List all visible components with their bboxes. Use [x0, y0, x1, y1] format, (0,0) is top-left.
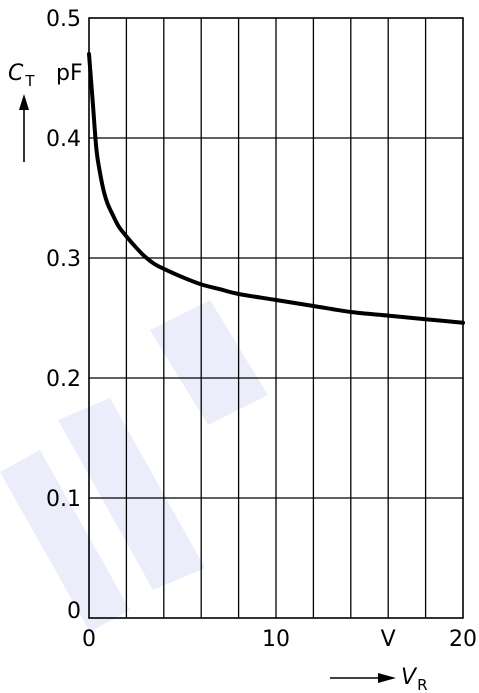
watermark: [0, 300, 268, 632]
x-axis-arrow-head: [378, 673, 396, 683]
capacitance-curve: [87, 52, 465, 325]
vertical-gridlines: [125, 18, 427, 618]
svg-text:CT: CT: [8, 61, 35, 90]
y-axis-unit: pF: [56, 61, 83, 86]
y-tick-label: 0.1: [46, 487, 81, 512]
y-tick-label: 0.4: [46, 127, 81, 152]
x-axis-subscript: R: [417, 676, 427, 693]
y-tick-label: 0.3: [46, 247, 81, 272]
x-axis-label: VR: [330, 665, 428, 693]
x-tick-label: 10: [262, 627, 290, 652]
y-axis-subscript: T: [24, 72, 35, 90]
x-axis-symbol: V: [401, 665, 418, 690]
y-axis-symbol: C: [8, 61, 24, 86]
x-tick-label: 0: [82, 627, 96, 652]
y-tick-label: 0: [67, 599, 81, 624]
plot-frame: [88, 17, 464, 619]
y-tick-label: 0.5: [46, 7, 81, 32]
horizontal-gridlines: [89, 137, 463, 499]
x-tick-labels: 0 10 V 20: [82, 627, 477, 652]
x-tick-label: V: [381, 627, 396, 652]
y-tick-labels: 0 0.1 0.2 0.3 0.4 0.5: [46, 7, 81, 624]
svg-text:VR: VR: [401, 665, 428, 693]
series-group: [87, 52, 465, 325]
y-tick-label: 0.2: [46, 367, 81, 392]
y-axis-arrow-head: [19, 94, 29, 110]
x-tick-label: 20: [449, 627, 477, 652]
